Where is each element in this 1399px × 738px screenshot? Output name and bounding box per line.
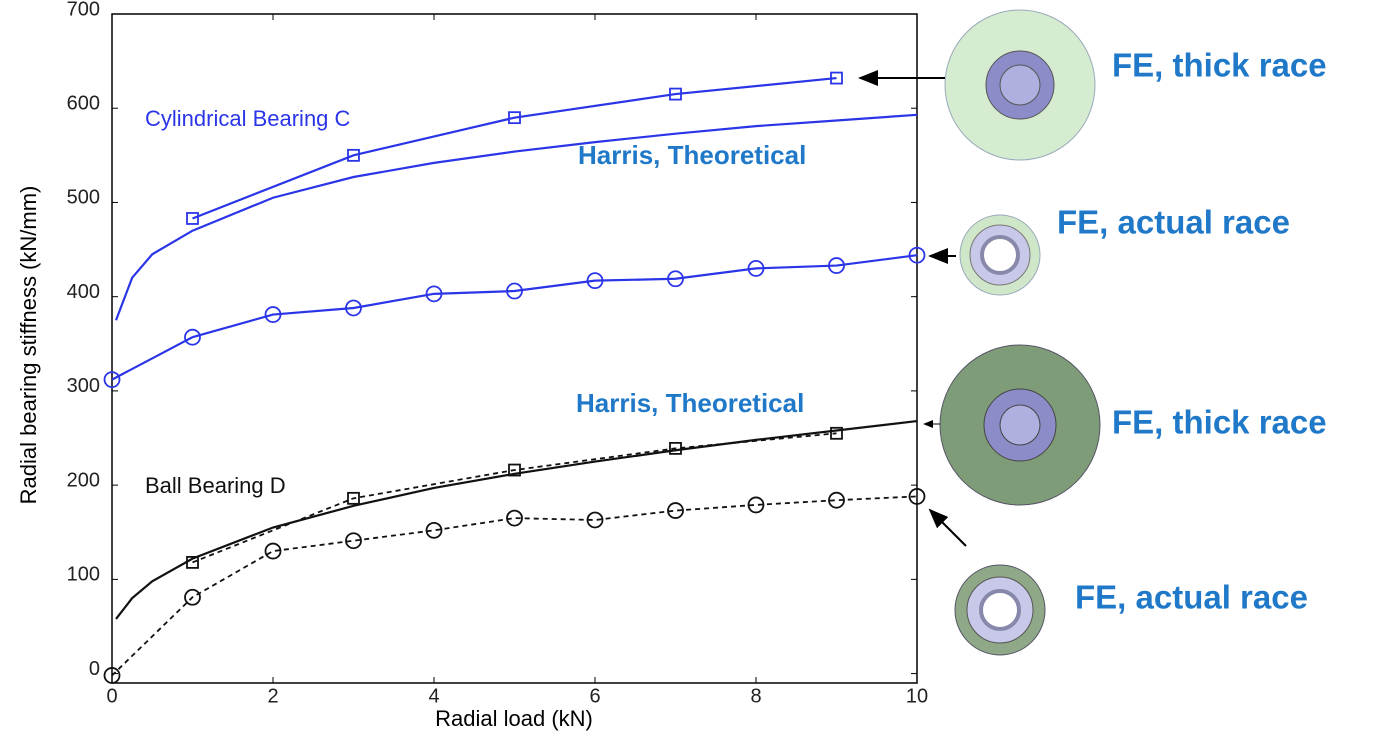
annotation: Cylindrical Bearing C <box>145 106 351 131</box>
annotation: FE, thick race <box>1112 404 1327 441</box>
x-tick-label: 8 <box>750 685 761 707</box>
bearing-icon <box>940 345 1100 505</box>
x-tick-label: 6 <box>589 685 600 707</box>
x-tick-label: 0 <box>106 685 117 707</box>
bearing-icon <box>945 10 1095 160</box>
annotation: Harris, Theoretical <box>576 388 804 418</box>
y-tick-label: 500 <box>67 187 100 209</box>
annotation: Ball Bearing D <box>145 473 286 498</box>
annotation: FE, actual race <box>1075 579 1308 616</box>
y-tick-label: 400 <box>67 281 100 303</box>
y-tick-label: 200 <box>67 469 100 491</box>
y-tick-label: 600 <box>67 93 100 115</box>
x-tick-label: 10 <box>906 685 928 707</box>
bearing-icon <box>955 565 1045 655</box>
annotation: FE, thick race <box>1112 47 1327 84</box>
x-tick-label: 4 <box>428 685 439 707</box>
series-line <box>116 421 917 619</box>
y-tick-label: 0 <box>89 658 100 680</box>
y-tick-label: 700 <box>67 0 100 20</box>
chart: Radial load (kN) Radial bearing stiffnes… <box>0 0 1399 738</box>
y-tick-label: 300 <box>67 375 100 397</box>
annotation: Harris, Theoretical <box>578 140 806 170</box>
bearing-icon <box>960 215 1040 295</box>
y-axis-label: Radial bearing stiffness (kN/mm) <box>16 186 41 505</box>
series-line <box>112 255 917 379</box>
series-line <box>193 433 837 562</box>
y-tick-label: 100 <box>67 564 100 586</box>
x-tick-label: 2 <box>267 685 278 707</box>
annotation: FE, actual race <box>1057 204 1290 241</box>
arrow <box>930 510 966 546</box>
series-line <box>112 496 917 675</box>
x-axis-label: Radial load (kN) <box>435 706 593 731</box>
